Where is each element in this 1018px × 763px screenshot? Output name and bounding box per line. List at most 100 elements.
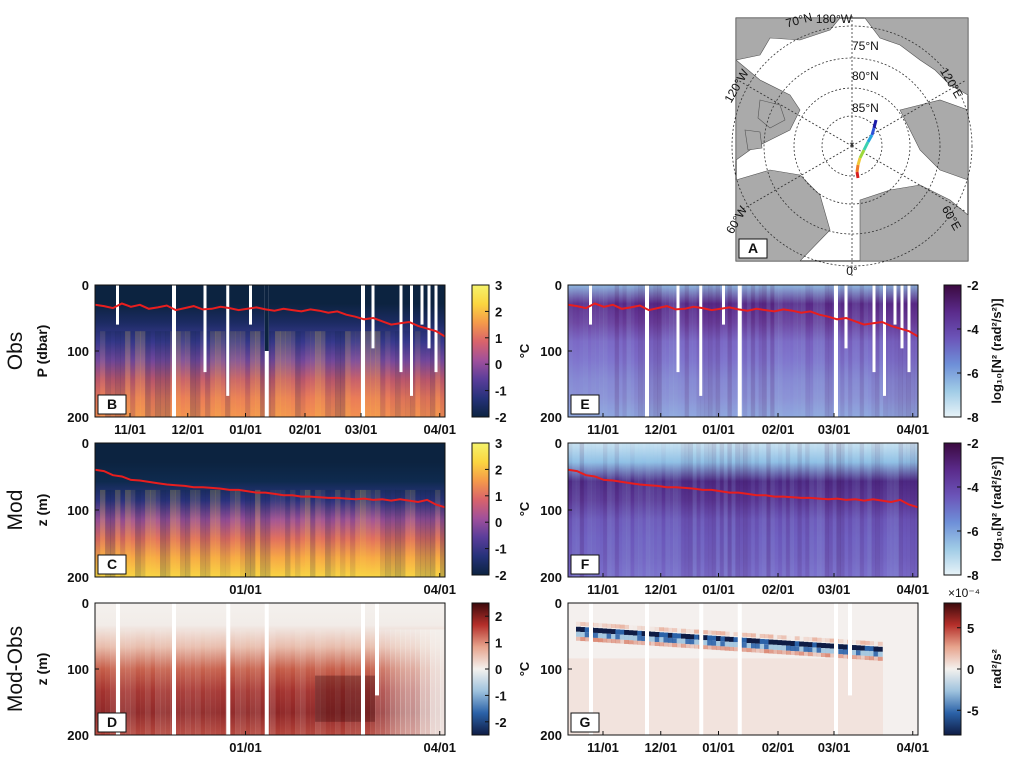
heatmap-cell	[681, 638, 686, 644]
heatmap-column	[867, 285, 872, 417]
heatmap-column	[150, 629, 156, 735]
heatmap-cell	[803, 641, 809, 647]
heatmap-column	[325, 331, 331, 417]
heatmap-column	[688, 443, 693, 577]
y-axis-label: z (m)	[34, 653, 50, 686]
heatmap-cell	[632, 640, 638, 645]
colorbar-tick-label: -2	[495, 715, 507, 730]
heatmap-column	[902, 285, 907, 417]
heatmap-column	[840, 443, 845, 577]
heatmap-column	[898, 285, 903, 417]
heatmap-cell	[602, 633, 608, 639]
heatmap-column	[805, 443, 810, 577]
heatmap-cell	[611, 624, 616, 629]
colorbar	[471, 442, 490, 576]
heatmap-column	[185, 331, 191, 417]
heatmap-column	[750, 443, 756, 577]
heatmap-column	[120, 489, 126, 577]
data-gap	[264, 285, 269, 351]
heatmap-column	[708, 285, 713, 417]
heatmap-cell	[851, 645, 857, 651]
y-tick-label: 0	[555, 278, 562, 293]
longitude-label: 70°N	[784, 10, 814, 30]
heatmap-cell	[772, 649, 778, 654]
data-gap	[420, 285, 424, 325]
heatmap-cell	[781, 640, 787, 646]
heatmap-column	[435, 489, 441, 577]
heatmap-cell	[790, 636, 795, 640]
heatmap-cell	[764, 639, 769, 645]
heatmap-cell	[842, 644, 848, 650]
heatmap-cell	[615, 624, 621, 629]
heatmap-cell	[764, 644, 769, 650]
colorbar-tick-label: -2	[495, 410, 507, 425]
heatmap-column	[425, 331, 431, 417]
heatmap-cell	[877, 641, 883, 646]
heatmap-cell	[724, 641, 730, 647]
heatmap-column	[735, 285, 740, 417]
heatmap-column	[205, 331, 211, 417]
heatmap-cell	[729, 636, 734, 642]
heatmap-column	[832, 443, 837, 577]
heatmap-column	[145, 331, 151, 417]
heatmap-cell	[821, 648, 826, 654]
heatmap-cell	[786, 640, 791, 646]
panel-b-heatmap	[95, 285, 446, 417]
heatmap-cell	[821, 653, 826, 658]
data-gap	[844, 285, 848, 349]
heatmap-column	[160, 629, 166, 735]
heatmap-column	[245, 331, 251, 417]
heatmap-column	[325, 489, 331, 577]
heatmap-column	[610, 285, 616, 417]
pole-marker: *	[850, 139, 855, 153]
colorbar-tick-label: 1	[495, 489, 502, 504]
heatmap-column	[657, 285, 662, 417]
buoy-track-segment	[872, 119, 878, 129]
heatmap-column	[415, 331, 421, 417]
heatmap-cell	[838, 639, 844, 644]
landmass	[859, 184, 969, 262]
heatmap-cell	[733, 647, 739, 652]
heatmap-cell	[838, 644, 844, 650]
heatmap-column	[723, 285, 728, 417]
heatmap-column	[115, 331, 121, 417]
heatmap-column	[250, 489, 256, 577]
heatmap-column	[195, 331, 201, 417]
heatmap-cell	[786, 645, 791, 651]
heatmap-cell	[580, 632, 586, 638]
heatmap-column	[824, 443, 830, 577]
heatmap-cell	[663, 627, 669, 632]
x-tick-label: 11/01	[114, 422, 146, 437]
heatmap-column	[583, 285, 588, 417]
heatmap-cell	[576, 621, 581, 626]
heatmap-cell	[659, 642, 664, 647]
heatmap-cell	[755, 648, 761, 653]
heatmap-column	[848, 443, 853, 577]
heatmap-cell	[751, 643, 756, 649]
heatmap-column	[100, 489, 106, 577]
heatmap-column	[914, 443, 919, 577]
landmass	[744, 129, 763, 151]
heatmap-column	[395, 629, 401, 735]
heatmap-column	[836, 443, 841, 577]
heatmap-column	[758, 285, 763, 417]
heatmap-column	[300, 629, 306, 735]
heatmap-column	[739, 443, 744, 577]
data-gap	[834, 285, 838, 417]
heatmap-column	[626, 443, 631, 577]
heatmap-column	[320, 489, 326, 577]
x-tick-label: 12/01	[644, 422, 677, 437]
x-tick-label: 01/01	[229, 582, 262, 597]
heatmap-column	[657, 443, 662, 577]
heatmap-column	[754, 285, 760, 417]
colorbar-tick-label: -2	[967, 278, 979, 293]
heatmap-cell	[860, 645, 866, 651]
heatmap-cell	[842, 649, 848, 655]
heatmap-cell	[724, 631, 730, 636]
heatmap-column	[863, 443, 868, 577]
heatmap-column	[630, 285, 635, 417]
heatmap-cell	[650, 626, 656, 631]
heatmap-column	[350, 489, 356, 577]
heatmap-cell	[689, 639, 695, 645]
heatmap-column	[879, 285, 884, 417]
